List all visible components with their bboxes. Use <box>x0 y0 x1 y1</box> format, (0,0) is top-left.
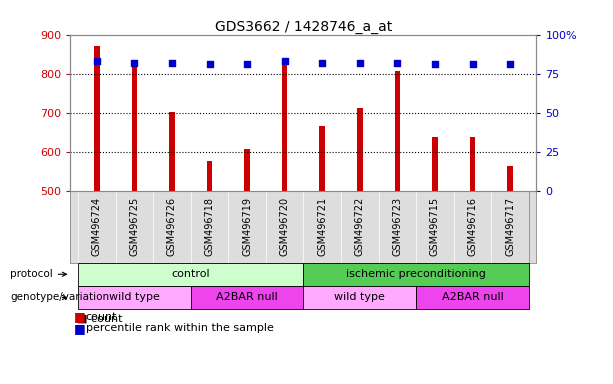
Text: GSM496716: GSM496716 <box>468 197 478 256</box>
Text: A2BAR null: A2BAR null <box>216 293 278 303</box>
Text: GSM496724: GSM496724 <box>92 197 102 256</box>
Text: wild type: wild type <box>334 293 385 303</box>
Text: ischemic preconditioning: ischemic preconditioning <box>346 269 486 279</box>
Text: wild type: wild type <box>109 293 160 303</box>
Point <box>355 60 365 66</box>
Text: GSM496721: GSM496721 <box>317 197 327 256</box>
Bar <box>207 161 212 191</box>
Text: ■: ■ <box>74 310 85 323</box>
Text: GSM496719: GSM496719 <box>242 197 252 256</box>
Point <box>392 60 402 66</box>
Point <box>92 58 102 64</box>
Text: ■ count: ■ count <box>77 314 122 324</box>
Title: GDS3662 / 1428746_a_at: GDS3662 / 1428746_a_at <box>215 20 392 33</box>
Text: GSM496725: GSM496725 <box>129 197 139 256</box>
Bar <box>395 71 400 191</box>
Bar <box>470 137 475 191</box>
Bar <box>244 149 250 191</box>
Text: GSM496722: GSM496722 <box>355 197 365 256</box>
Text: count: count <box>86 312 117 322</box>
Bar <box>169 112 175 191</box>
Text: GSM496720: GSM496720 <box>280 197 290 256</box>
Text: GSM496726: GSM496726 <box>167 197 177 256</box>
Text: GSM496723: GSM496723 <box>392 197 402 256</box>
Point <box>167 60 177 66</box>
Text: GSM496717: GSM496717 <box>505 197 515 256</box>
Bar <box>191 286 303 309</box>
Text: protocol: protocol <box>10 269 66 279</box>
Bar <box>319 126 325 191</box>
Bar <box>94 46 100 191</box>
Point <box>129 60 139 66</box>
Point <box>205 61 215 67</box>
Bar <box>78 286 191 309</box>
Point <box>242 61 252 67</box>
Bar <box>416 286 529 309</box>
Point <box>468 61 478 67</box>
Text: genotype/variation: genotype/variation <box>10 293 109 303</box>
Bar <box>78 263 303 286</box>
Bar <box>282 58 287 191</box>
Bar <box>357 108 363 191</box>
Bar <box>508 166 513 191</box>
Bar <box>132 64 137 191</box>
Point <box>318 60 327 66</box>
Text: percentile rank within the sample: percentile rank within the sample <box>86 323 273 333</box>
Point <box>505 61 515 67</box>
Text: A2BAR null: A2BAR null <box>441 293 503 303</box>
Text: GSM496715: GSM496715 <box>430 197 440 256</box>
Bar <box>303 263 529 286</box>
Bar <box>432 137 438 191</box>
Text: ■: ■ <box>74 322 85 335</box>
Point <box>430 61 440 67</box>
Bar <box>303 286 416 309</box>
Point <box>280 58 289 64</box>
Text: GSM496718: GSM496718 <box>205 197 215 256</box>
Text: control: control <box>172 269 210 279</box>
